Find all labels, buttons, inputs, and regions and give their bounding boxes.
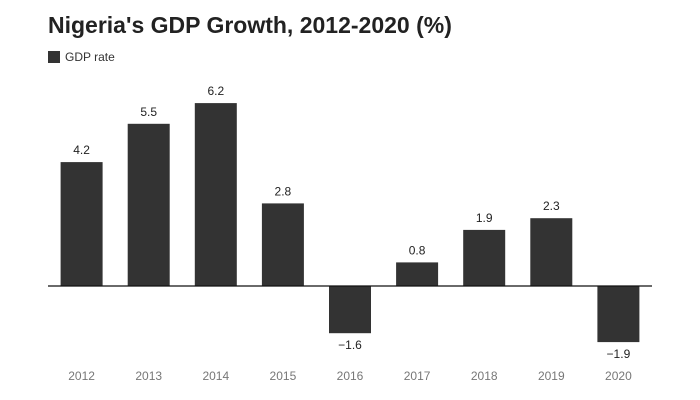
legend-label: GDP rate [65, 50, 115, 64]
x-tick-label-2012: 2012 [68, 369, 95, 383]
bar-2013 [127, 123, 170, 287]
x-tick-label-2014: 2014 [202, 369, 229, 383]
data-label-2019: 2.3 [543, 199, 560, 213]
legend: GDP rate [48, 50, 115, 64]
x-tick-label-2016: 2016 [337, 369, 364, 383]
x-tick-label-2020: 2020 [605, 369, 632, 383]
bar-2015 [261, 203, 304, 286]
data-label-2012: 4.2 [73, 143, 90, 157]
data-label-2014: 6.2 [207, 84, 224, 98]
data-label-2017: 0.8 [409, 243, 426, 257]
bar-2018 [463, 229, 506, 286]
x-tick-label-2015: 2015 [270, 369, 297, 383]
bar-2019 [530, 218, 573, 286]
bar-2014 [194, 103, 237, 286]
bar-2017 [396, 262, 439, 286]
legend-swatch [48, 51, 60, 63]
x-tick-label-2019: 2019 [538, 369, 565, 383]
x-tick-label-2018: 2018 [471, 369, 498, 383]
data-label-2015: 2.8 [275, 184, 292, 198]
bar-2016 [329, 286, 371, 334]
x-tick-label-2013: 2013 [135, 369, 162, 383]
bar-2012 [60, 162, 103, 286]
data-label-2018: 1.9 [476, 211, 493, 225]
data-label-2013: 5.5 [140, 105, 157, 119]
x-tick-label-2017: 2017 [404, 369, 431, 383]
bar-2020 [597, 286, 640, 343]
chart-title: Nigeria's GDP Growth, 2012-2020 (%) [48, 12, 452, 38]
data-label-2020: −1.9 [607, 347, 631, 361]
data-label-2016: −1.6 [338, 338, 362, 352]
